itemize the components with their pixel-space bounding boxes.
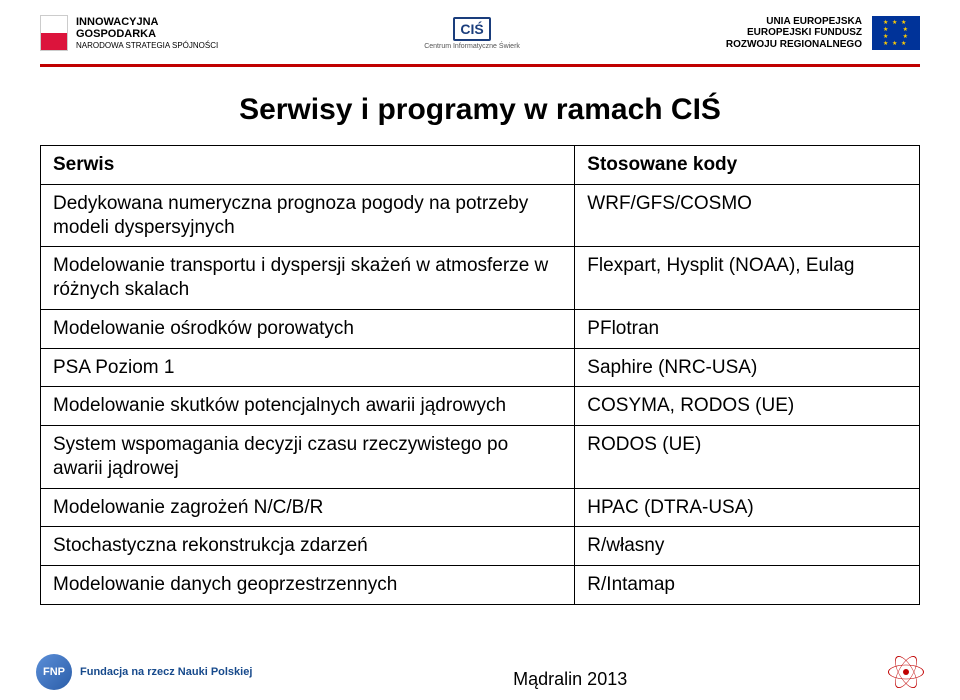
right-line3: ROZWOJU REGIONALNEGO (726, 39, 862, 51)
logo-left-text: INNOWACYJNA GOSPODARKA NARODOWA STRATEGI… (76, 16, 218, 50)
cell-kody: R/Intamap (575, 566, 920, 605)
table-row: Modelowanie ośrodków porowatychPFlotran (41, 309, 920, 348)
atom-icon (888, 654, 924, 690)
cell-serwis: Modelowanie transportu i dyspersji skaże… (41, 247, 575, 310)
th-kody: Stosowane kody (575, 146, 920, 185)
cell-serwis: Modelowanie danych geoprzestrzennych (41, 566, 575, 605)
cell-kody: R/własny (575, 527, 920, 566)
logo-cis: CIŚ Centrum Informatyczne Świerk (424, 17, 520, 50)
cell-kody: RODOS (UE) (575, 426, 920, 489)
left-line2: GOSPODARKA (76, 28, 218, 41)
pl-flag-icon (40, 15, 68, 51)
cis-subtitle: Centrum Informatyczne Świerk (424, 43, 520, 50)
table-row: Modelowanie skutków potencjalnych awarii… (41, 387, 920, 426)
cell-kody: HPAC (DTRA-USA) (575, 488, 920, 527)
cell-kody: Saphire (NRC-USA) (575, 348, 920, 387)
logo-innowacyjna: INNOWACYJNA GOSPODARKA NARODOWA STRATEGI… (40, 15, 218, 51)
red-divider (40, 64, 920, 67)
cell-serwis: Modelowanie skutków potencjalnych awarii… (41, 387, 575, 426)
logo-fnp: FNP Fundacja na rzecz Nauki Polskiej (36, 654, 252, 690)
cell-serwis: Stochastyczna rekonstrukcja zdarzeń (41, 527, 575, 566)
cell-serwis: Modelowanie zagrożeń N/C/B/R (41, 488, 575, 527)
table-row: Modelowanie danych geoprzestrzennychR/In… (41, 566, 920, 605)
table-header-row: Serwis Stosowane kody (41, 146, 920, 185)
cis-abbr: CIŚ (453, 17, 491, 41)
page-title: Serwisy i programy w ramach CIŚ (0, 93, 960, 127)
cell-serwis: Modelowanie ośrodków porowatych (41, 309, 575, 348)
fnp-badge-icon: FNP (36, 654, 72, 690)
table-row: Dedykowana numeryczna prognoza pogody na… (41, 184, 920, 247)
services-table: Serwis Stosowane kody Dedykowana numeryc… (40, 145, 920, 605)
cell-kody: WRF/GFS/COSMO (575, 184, 920, 247)
th-serwis: Serwis (41, 146, 575, 185)
cell-serwis: PSA Poziom 1 (41, 348, 575, 387)
eu-text: UNIA EUROPEJSKA EUROPEJSKI FUNDUSZ ROZWO… (726, 16, 862, 51)
table-row: PSA Poziom 1Saphire (NRC-USA) (41, 348, 920, 387)
left-line3: NARODOWA STRATEGIA SPÓJNOŚCI (76, 41, 218, 50)
table-row: System wspomagania decyzji czasu rzeczyw… (41, 426, 920, 489)
footer-center: Mądralin 2013 (252, 669, 888, 690)
footer-row: FNP Fundacja na rzecz Nauki Polskiej Mąd… (0, 654, 960, 690)
cell-kody: Flexpart, Hysplit (NOAA), Eulag (575, 247, 920, 310)
logo-eu: UNIA EUROPEJSKA EUROPEJSKI FUNDUSZ ROZWO… (726, 16, 920, 51)
cell-kody: PFlotran (575, 309, 920, 348)
right-line2: EUROPEJSKI FUNDUSZ (726, 27, 862, 39)
table-row: Stochastyczna rekonstrukcja zdarzeńR/wła… (41, 527, 920, 566)
header-logo-row: INNOWACYJNA GOSPODARKA NARODOWA STRATEGI… (0, 0, 960, 64)
cell-serwis: System wspomagania decyzji czasu rzeczyw… (41, 426, 575, 489)
eu-flag-icon (872, 16, 920, 50)
cell-serwis: Dedykowana numeryczna prognoza pogody na… (41, 184, 575, 247)
cell-kody: COSYMA, RODOS (UE) (575, 387, 920, 426)
right-line1: UNIA EUROPEJSKA (726, 16, 862, 28)
table-row: Modelowanie transportu i dyspersji skaże… (41, 247, 920, 310)
left-line1: INNOWACYJNA (76, 16, 218, 29)
fnp-text: Fundacja na rzecz Nauki Polskiej (80, 666, 252, 678)
table-row: Modelowanie zagrożeń N/C/B/RHPAC (DTRA-U… (41, 488, 920, 527)
